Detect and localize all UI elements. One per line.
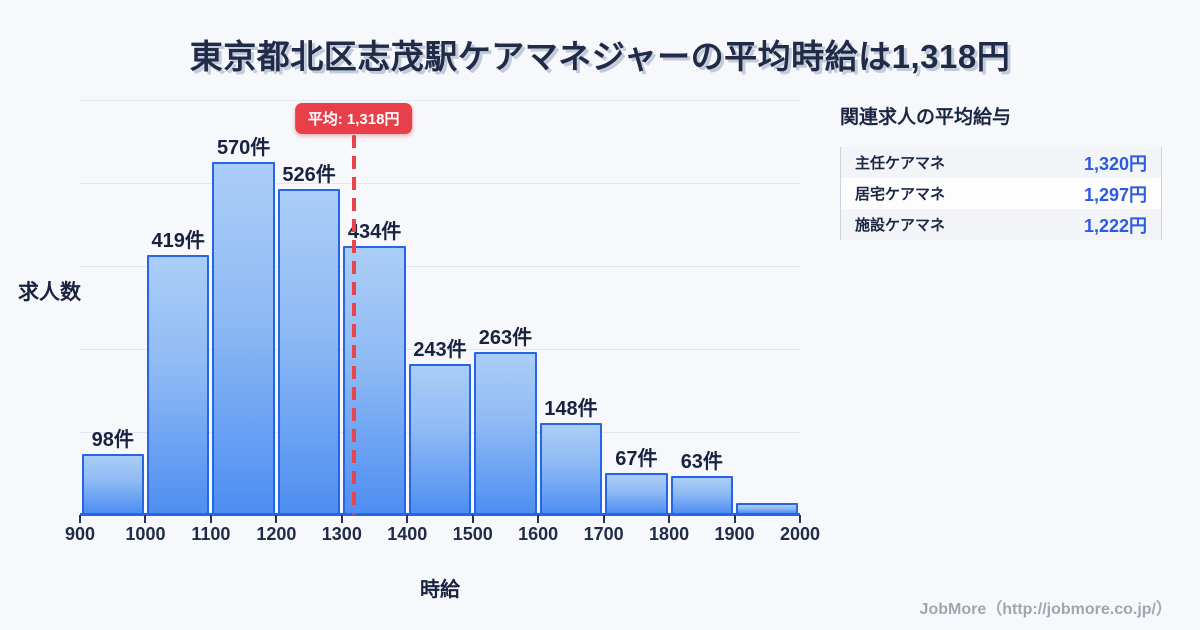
histogram-bar xyxy=(605,473,668,515)
bar-count-label: 434件 xyxy=(347,221,402,243)
x-axis-tick-label: 1400 xyxy=(387,524,428,544)
x-axis-tick xyxy=(668,515,671,523)
salary-value: 1,320円 xyxy=(1083,153,1147,174)
site-credit: JobMore（http://jobmore.co.jp/） xyxy=(919,601,1172,618)
x-axis-tick xyxy=(602,515,605,523)
x-axis-label: 時給 xyxy=(420,579,460,601)
histogram-bar xyxy=(146,255,210,515)
bar-count-label: 570件 xyxy=(216,137,271,159)
bar-count-label: 243件 xyxy=(413,339,467,361)
histogram-bar xyxy=(736,503,799,515)
x-axis-tick xyxy=(406,515,409,523)
salary-role-label: 居宅ケアマネ xyxy=(855,186,946,203)
gridline xyxy=(80,266,800,267)
related-salaries-panel: 関連求人の平均給与 主任ケアマネ 1,320円居宅ケアマネ 1,297円施設ケアマネ… xyxy=(840,102,1162,240)
x-axis-tick-label: 1600 xyxy=(518,524,559,544)
related-salaries-table: 主任ケアマネ 1,320円居宅ケアマネ 1,297円施設ケアマネ 1,222円 xyxy=(840,147,1162,240)
x-axis-tick xyxy=(799,515,801,523)
bar-count-label: 67件 xyxy=(615,448,658,470)
y-axis-label: 求人数 xyxy=(18,281,81,304)
x-axis-tick-label: 1100 xyxy=(191,524,231,544)
average-line xyxy=(351,135,356,515)
salary-row: 主任ケアマネ 1,320円 xyxy=(841,147,1161,178)
histogram-bar xyxy=(212,162,275,515)
x-axis-tick xyxy=(79,515,81,523)
histogram-chart: 98件 419件 570件 526件 434件 243件 263件 148件 67件 63件 900… xyxy=(65,100,820,544)
salary-role-label: 施設ケアマネ xyxy=(855,217,946,234)
x-axis-tick xyxy=(209,515,212,523)
histogram-bar xyxy=(474,352,537,515)
salary-row: 施設ケアマネ 1,222円 xyxy=(841,209,1161,240)
histogram-bar xyxy=(539,423,603,515)
gridline xyxy=(80,349,800,350)
histogram-bar xyxy=(81,454,144,515)
histogram-bar xyxy=(277,189,341,515)
x-axis-tick xyxy=(537,515,540,523)
x-axis-tick-label: 1200 xyxy=(256,524,297,544)
bar-count-label: 148件 xyxy=(544,398,598,420)
x-axis-tick xyxy=(471,515,474,523)
x-axis-tick-label: 2000 xyxy=(779,524,821,544)
x-axis-tick xyxy=(275,515,278,523)
salary-value: 1,297円 xyxy=(1083,184,1147,205)
x-axis-tick xyxy=(340,515,343,523)
x-axis-tick-label: 900 xyxy=(64,524,96,544)
histogram-bar xyxy=(670,476,734,515)
bar-count-label: 98件 xyxy=(91,429,134,451)
average-badge: 平均: 1,318円 xyxy=(294,103,413,134)
x-axis-tick xyxy=(733,515,736,523)
salary-value: 1,222円 xyxy=(1083,215,1147,236)
x-axis-tick-label: 1700 xyxy=(583,524,624,544)
x-axis-tick-label: 1500 xyxy=(452,524,493,544)
salary-role-label: 主任ケアマネ xyxy=(855,155,946,172)
related-salaries-header: 関連求人の平均給与 xyxy=(840,107,1012,128)
gridline xyxy=(80,100,800,101)
x-axis-tick xyxy=(144,515,147,523)
bar-count-label: 263件 xyxy=(478,327,533,349)
x-axis-tick-label: 1000 xyxy=(125,524,166,544)
page-title: 東京都北区志茂駅ケアマネジャーの平均時給は1,318円 xyxy=(189,38,1011,75)
salary-row: 居宅ケアマネ 1,297円 xyxy=(841,178,1161,209)
bar-count-label: 526件 xyxy=(282,164,336,186)
bar-count-label: 419件 xyxy=(151,230,205,252)
x-axis-tick-label: 1900 xyxy=(714,524,755,544)
bar-count-label: 63件 xyxy=(680,451,723,473)
x-axis-tick-label: 1800 xyxy=(649,524,690,544)
x-axis-tick-label: 1300 xyxy=(321,524,362,544)
gridline xyxy=(80,183,800,184)
histogram-bar xyxy=(408,364,472,515)
